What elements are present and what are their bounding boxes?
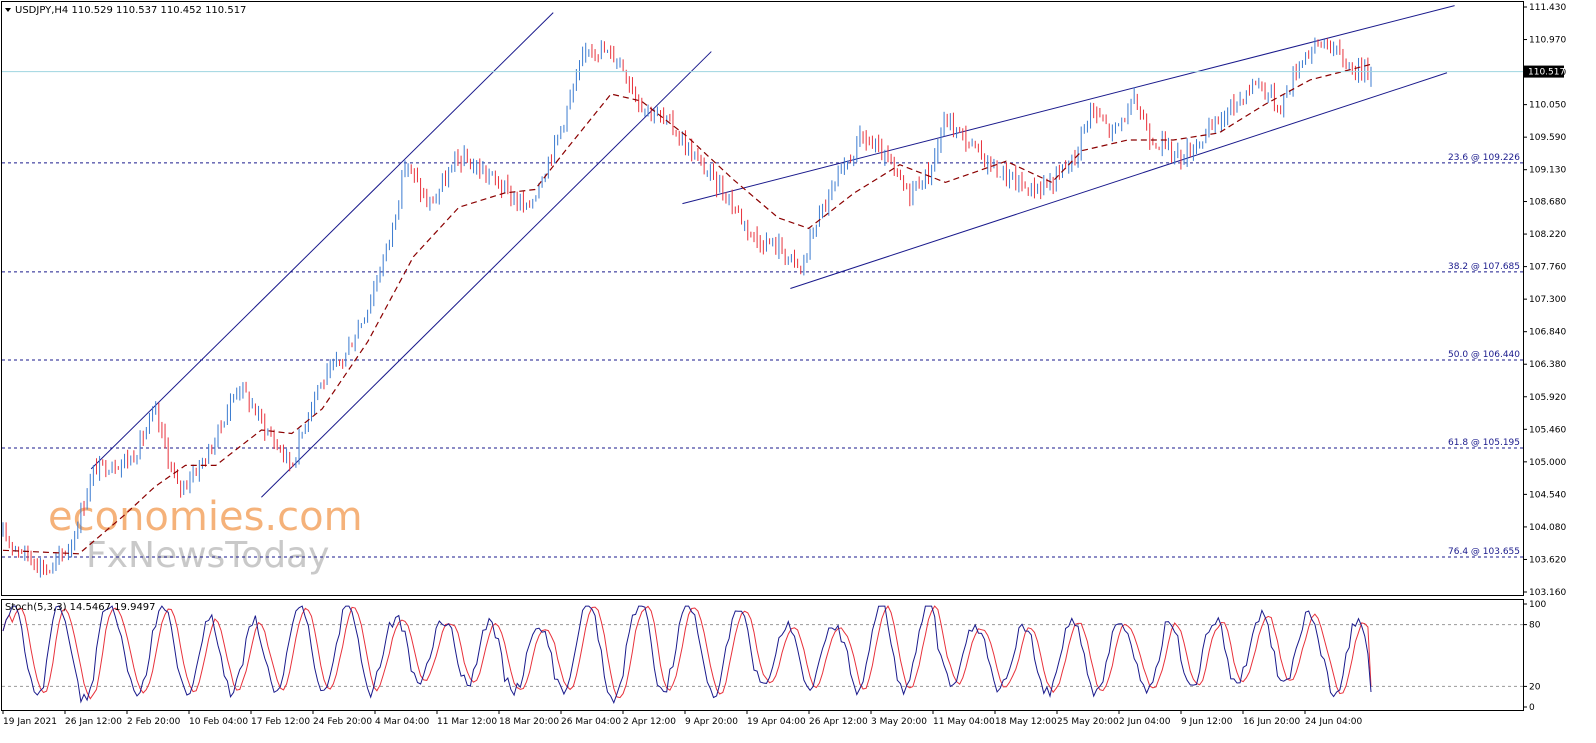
price-tick-label: 106.840 <box>1529 328 1566 338</box>
time-tick-label: 26 Apr 12:00 <box>809 717 868 727</box>
indicator-tick-label: 100 <box>1529 600 1546 610</box>
stoch-signal-line <box>2 605 1372 700</box>
time-tick-label: 9 Apr 20:00 <box>685 717 738 727</box>
time-tick-label: 11 Mar 12:00 <box>437 717 497 727</box>
time-tick-label: 3 May 20:00 <box>871 717 927 727</box>
time-tick-label: 9 Jun 12:00 <box>1181 717 1233 727</box>
fib-level-label: 23.6 @ 109.226 <box>1448 153 1520 163</box>
trend-channels <box>90 5 1455 498</box>
fib-level-label: 76.4 @ 103.655 <box>1448 547 1520 557</box>
chart-header: USDJPY,H4 110.529 110.537 110.452 110.51… <box>5 5 246 16</box>
time-tick-label: 4 Mar 04:00 <box>375 717 430 727</box>
watermark: economies.com FxNewsToday <box>48 494 363 576</box>
main-chart-frame <box>1 1 1524 596</box>
price-tick-label: 104.540 <box>1529 490 1566 500</box>
channel-line <box>682 5 1455 205</box>
price-tick-label: 104.080 <box>1529 523 1566 533</box>
price-tick-label: 103.620 <box>1529 555 1566 565</box>
price-tick-label: 110.970 <box>1529 36 1566 46</box>
price-tick-label: 107.760 <box>1529 263 1566 273</box>
time-tick-label: 18 Mar 20:00 <box>499 717 559 727</box>
current-price-box <box>1524 65 1564 78</box>
time-tick-label: 26 Jan 12:00 <box>65 717 122 727</box>
indicator-axis: 100 80 20 0 <box>1523 600 1546 713</box>
time-tick-label: 19 Apr 04:00 <box>747 717 806 727</box>
price-tick-label: 110.050 <box>1529 101 1566 111</box>
time-tick-label: 2 Feb 20:00 <box>127 717 181 727</box>
price-tick-label: 107.300 <box>1529 295 1566 305</box>
symbol-header: USDJPY,H4 110.529 110.537 110.452 110.51… <box>15 5 246 16</box>
current-price-label: 110.517 <box>1528 68 1565 78</box>
price-tick-label: 106.380 <box>1529 360 1566 370</box>
price-tick-label: 109.590 <box>1529 133 1566 143</box>
fib-level-label: 61.8 @ 105.195 <box>1448 438 1520 448</box>
moving-average-line <box>2 63 1372 555</box>
price-tick-label: 105.460 <box>1529 425 1566 435</box>
time-tick-label: 24 Jun 04:00 <box>1305 717 1362 727</box>
indicator-tick-label: 20 <box>1529 682 1541 692</box>
indicator-tick-label: 80 <box>1529 621 1541 631</box>
price-axis: 111.430110.970110.510110.050109.590109.1… <box>1523 3 1566 598</box>
time-tick-label: 19 Jan 2021 <box>3 717 57 727</box>
channel-line <box>261 51 712 498</box>
price-tick-label: 103.160 <box>1529 588 1566 598</box>
indicator-tick-label: 0 <box>1529 703 1535 713</box>
price-tick-label: 108.220 <box>1529 230 1566 240</box>
indicator-label: Stoch(5,3,3) 14.5467 19.9497 <box>5 602 156 613</box>
header-dropdown-icon[interactable] <box>5 8 11 12</box>
candlesticks <box>2 37 1372 578</box>
price-tick-label: 109.130 <box>1529 166 1566 176</box>
stochastic-oscillator <box>2 605 1523 705</box>
time-tick-label: 2 Apr 12:00 <box>623 717 676 727</box>
stoch-main-line <box>2 605 1372 705</box>
time-tick-label: 25 May 20:00 <box>1057 717 1119 727</box>
price-tick-label: 105.920 <box>1529 393 1566 403</box>
price-tick-label: 111.430 <box>1529 3 1566 13</box>
time-tick-label: 10 Feb 04:00 <box>189 717 248 727</box>
moving-average <box>2 63 1372 555</box>
indicator-frame <box>1 599 1524 711</box>
time-tick-label: 16 Jun 20:00 <box>1243 717 1300 727</box>
fibonacci-levels: 23.6 @ 109.226 38.2 @ 107.685 50.0 @ 106.4… <box>2 153 1523 558</box>
channel-line <box>790 72 1448 290</box>
channel-line <box>90 12 554 470</box>
watermark-line1-text: economies.com <box>48 494 363 540</box>
time-axis: 19 Jan 2021 26 Jan 12:00 2 Feb 20:00 10 Feb… <box>2 710 1362 727</box>
time-tick-label: 11 May 04:00 <box>933 717 995 727</box>
time-tick-label: 2 Jun 04:00 <box>1119 717 1171 727</box>
time-tick-label: 18 May 12:00 <box>995 717 1057 727</box>
watermark-line2: FxNewsToday <box>86 535 329 576</box>
time-tick-label: 17 Feb 12:00 <box>251 717 310 727</box>
price-tick-label: 105.000 <box>1529 458 1566 468</box>
time-tick-label: 24 Feb 20:00 <box>313 717 372 727</box>
price-tick-label: 108.680 <box>1529 198 1566 208</box>
watermark-line1: economies.com <box>48 494 363 540</box>
fib-level-label: 50.0 @ 106.440 <box>1448 350 1520 360</box>
time-tick-label: 26 Mar 04:00 <box>561 717 621 727</box>
fib-level-label: 38.2 @ 107.685 <box>1448 262 1520 272</box>
